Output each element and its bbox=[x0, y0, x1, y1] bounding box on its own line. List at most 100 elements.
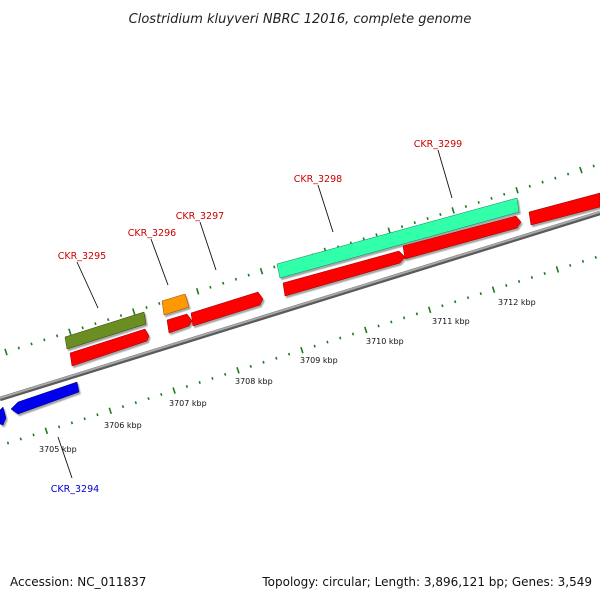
minor-tick bbox=[464, 204, 468, 208]
gene-labels: CKR_3294 CKR_3295 CKR_3296 CKR_3297 CKR_… bbox=[51, 139, 462, 495]
major-tick bbox=[44, 427, 49, 435]
minor-tick bbox=[275, 356, 278, 360]
kbp-label: 3707 kbp bbox=[169, 399, 207, 408]
minor-tick bbox=[209, 285, 212, 289]
major-tick bbox=[172, 387, 176, 394]
accession-text: Accession: NC_011837 bbox=[10, 575, 146, 589]
minor-tick bbox=[81, 326, 84, 330]
gene-feature-ckr-3295-red[interactable] bbox=[69, 328, 150, 367]
label-leader-lines bbox=[57, 149, 453, 479]
gene-label-ckr-3297[interactable]: CKR_3297 bbox=[176, 211, 224, 222]
leader-ckr-3295 bbox=[76, 261, 99, 309]
minor-tick bbox=[454, 300, 457, 304]
gene-feature-ckr-3294[interactable] bbox=[10, 381, 80, 415]
major-tick bbox=[4, 348, 8, 356]
minor-tick bbox=[505, 284, 508, 288]
leader-ckr-3294 bbox=[57, 436, 73, 479]
gene-feature-ckr-3296-orange[interactable] bbox=[161, 293, 190, 316]
minor-tick bbox=[517, 280, 521, 284]
major-tick bbox=[364, 326, 368, 334]
minor-tick bbox=[273, 265, 276, 269]
gene-label-ckr-3296[interactable]: CKR_3296 bbox=[128, 228, 176, 239]
major-tick bbox=[427, 306, 432, 314]
gene-feature-left-blue-edge[interactable] bbox=[0, 406, 7, 426]
major-tick bbox=[300, 346, 304, 354]
minor-tick bbox=[247, 273, 250, 277]
gene-label-ckr-3298[interactable]: CKR_3298 bbox=[294, 174, 342, 185]
major-tick bbox=[68, 328, 72, 336]
major-tick bbox=[259, 267, 264, 275]
minor-tick bbox=[158, 301, 161, 305]
minor-tick bbox=[147, 397, 150, 401]
kbp-label: 3709 kbp bbox=[300, 356, 338, 365]
minor-tick bbox=[351, 332, 355, 336]
gene-feature-ckr-3297-red[interactable] bbox=[190, 291, 264, 327]
gene-label-ckr-3294[interactable]: CKR_3294 bbox=[51, 484, 99, 495]
gene-feature-ckr-3295-green[interactable] bbox=[64, 311, 147, 350]
minor-tick bbox=[119, 314, 123, 318]
minor-tick bbox=[134, 401, 137, 405]
minor-tick bbox=[415, 312, 419, 316]
minor-tick bbox=[107, 318, 110, 322]
minor-tick bbox=[554, 176, 557, 180]
minor-tick bbox=[287, 352, 291, 356]
minor-tick bbox=[592, 164, 595, 168]
minor-tick bbox=[234, 277, 238, 281]
minor-tick bbox=[441, 304, 444, 308]
major-tick bbox=[451, 207, 455, 214]
major-tick bbox=[515, 186, 519, 194]
minor-tick bbox=[57, 425, 61, 429]
minor-tick bbox=[70, 421, 74, 425]
minor-tick bbox=[413, 221, 416, 225]
gene-feature-ckr-3298-red[interactable] bbox=[282, 250, 406, 297]
minor-tick bbox=[121, 405, 125, 409]
minor-tick bbox=[566, 172, 570, 176]
minor-tick bbox=[477, 200, 480, 204]
minor-tick bbox=[43, 338, 46, 342]
minor-tick bbox=[541, 180, 544, 184]
minor-tick bbox=[19, 437, 22, 441]
major-tick bbox=[491, 286, 496, 293]
minor-tick bbox=[224, 372, 227, 376]
gene-label-ckr-3299[interactable]: CKR_3299 bbox=[414, 139, 462, 150]
kbp-label: 3712 kbp bbox=[498, 298, 536, 307]
minor-tick bbox=[594, 255, 597, 259]
gene-feature-ckr-3299-red[interactable] bbox=[402, 215, 522, 260]
minor-tick bbox=[30, 342, 33, 346]
minor-tick bbox=[145, 306, 148, 310]
kbp-label: 3706 kbp bbox=[104, 421, 142, 430]
minor-tick bbox=[55, 334, 59, 338]
major-tick bbox=[132, 308, 136, 315]
minor-tick bbox=[402, 316, 406, 320]
gene-feature-right-red-edge[interactable] bbox=[528, 192, 600, 226]
major-tick bbox=[555, 266, 560, 273]
minor-tick bbox=[479, 292, 482, 296]
major-tick bbox=[195, 288, 200, 295]
minor-tick bbox=[83, 417, 86, 421]
gene-label-ckr-3295[interactable]: CKR_3295 bbox=[58, 251, 106, 262]
minor-tick bbox=[490, 196, 493, 200]
minor-tick bbox=[249, 364, 252, 368]
genome-backbone bbox=[0, 210, 600, 402]
minor-tick bbox=[17, 346, 20, 350]
kbp-label: 3710 kbp bbox=[366, 337, 404, 346]
kbp-labels: 3705 kbp 3706 kbp 3707 kbp 3708 kbp 3709… bbox=[39, 298, 536, 454]
minor-tick bbox=[198, 380, 201, 384]
gene-feature-ckr-3296-red[interactable] bbox=[166, 313, 193, 334]
minor-tick bbox=[530, 276, 534, 280]
major-tick bbox=[387, 227, 391, 234]
lower-tick-row bbox=[6, 255, 597, 445]
minor-tick bbox=[160, 393, 163, 397]
leader-ckr-3299 bbox=[437, 149, 453, 199]
minor-tick bbox=[313, 344, 316, 348]
minor-tick bbox=[569, 263, 572, 267]
minor-tick bbox=[466, 296, 470, 300]
kbp-label: 3705 kbp bbox=[39, 445, 77, 454]
minor-tick bbox=[375, 233, 378, 237]
gene-feature-ckr-3298-teal[interactable] bbox=[276, 197, 520, 279]
minor-tick bbox=[211, 376, 214, 380]
minor-tick bbox=[94, 322, 97, 326]
leader-ckr-3298 bbox=[317, 184, 334, 233]
major-tick bbox=[579, 166, 583, 174]
